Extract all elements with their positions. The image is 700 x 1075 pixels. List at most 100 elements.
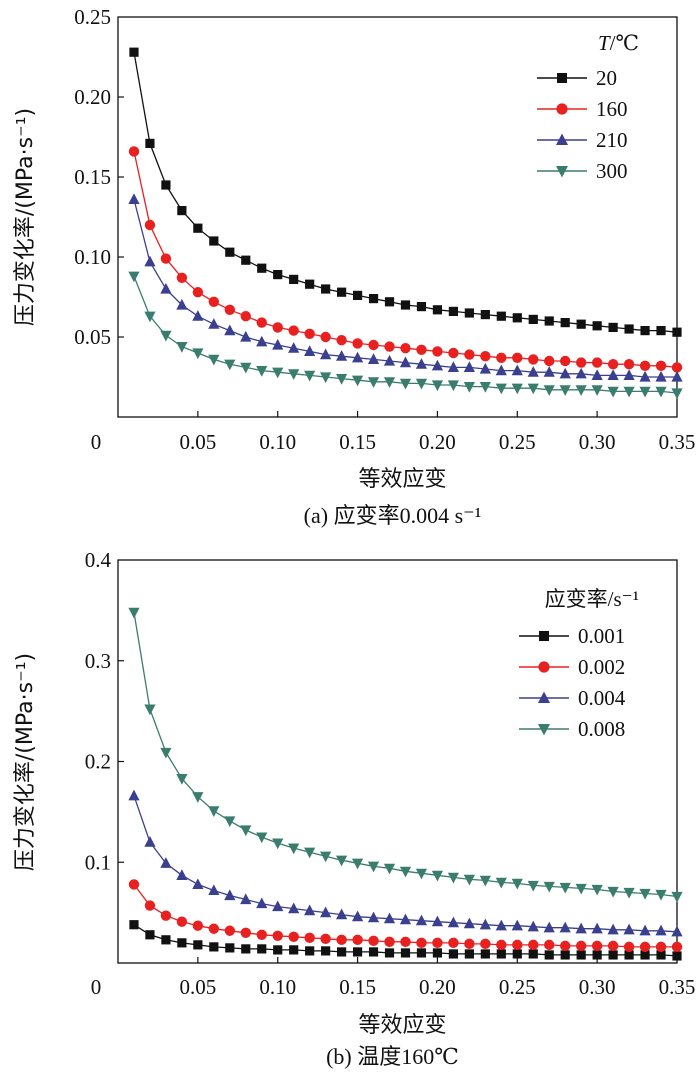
chart-a-legend-marker xyxy=(556,166,568,178)
chart-b-data-point xyxy=(176,869,188,880)
chart-b-data-point xyxy=(656,950,666,960)
chart-a-data-point xyxy=(256,317,267,328)
chart-b-data-point xyxy=(400,936,411,948)
chart-b-data-point xyxy=(256,832,268,844)
chart-a-data-point xyxy=(576,319,586,329)
chart-a-data-point xyxy=(623,386,635,398)
chart-a-data-point xyxy=(591,357,603,368)
chart-a-data-point xyxy=(368,294,379,304)
chart-a-legend-label: 300 xyxy=(596,159,628,183)
chart-a-data-point xyxy=(256,335,268,347)
chart-a-data-point xyxy=(607,359,619,370)
chart-b-data-point xyxy=(544,950,554,960)
chart-a-data-point xyxy=(144,219,156,231)
chart-b-data-point xyxy=(160,857,172,868)
chart-a-data-point xyxy=(400,300,411,310)
chart-a-data-point xyxy=(256,366,268,377)
chart-b-data-point xyxy=(607,940,619,952)
chart-b-data-point xyxy=(240,927,251,938)
chart-b-data-point xyxy=(639,941,651,953)
chart-a-data-point xyxy=(288,369,300,380)
chart-b-data-point xyxy=(639,888,651,900)
chart-a-data-point xyxy=(544,316,554,326)
chart-a-data-point xyxy=(560,318,570,328)
chart-a-data-point xyxy=(655,360,667,371)
chart-b-data-point xyxy=(559,921,571,933)
chart-a-data-point xyxy=(639,386,651,398)
chart-b-data-point xyxy=(368,947,379,957)
chart-b-data-point xyxy=(623,923,635,935)
chart-b-data-point xyxy=(336,934,347,946)
chart-b-data-point xyxy=(384,936,395,948)
chart-b-data-point xyxy=(640,950,650,960)
chart-b-data-point xyxy=(416,948,427,958)
chart-b-data-point xyxy=(384,948,395,958)
chart-b-data-point xyxy=(304,847,316,859)
chart-b-plot-frame xyxy=(117,559,678,964)
chart-a-data-point xyxy=(431,359,444,371)
chart-a-data-point xyxy=(415,358,428,369)
chart-a-data-point xyxy=(448,347,459,359)
chart-b-data-point xyxy=(144,704,156,716)
chart-b-y-tick-label: 0.3 xyxy=(85,649,111,673)
chart-a-data-point xyxy=(192,348,204,360)
chart-a-data-point xyxy=(337,287,347,297)
chart-a-data-point xyxy=(543,385,555,396)
chart-b-y-tick-label: 0.1 xyxy=(85,850,111,874)
chart-b-data-point xyxy=(208,806,220,817)
chart-b-x-tick-label: 0.05 xyxy=(179,975,216,999)
chart-a-data-point xyxy=(639,360,651,371)
chart-a-data-point xyxy=(447,361,459,372)
chart-a-y-tick-label: 0.25 xyxy=(74,5,111,29)
chart-b-legend-label: 0.004 xyxy=(578,686,626,710)
chart-a-legend: T/℃ 20 160 210 300 xyxy=(537,31,639,183)
chart-a-data-point xyxy=(160,253,172,264)
chart-b-data-point xyxy=(463,874,475,886)
chart-a-data-point xyxy=(351,351,364,363)
chart-a-data-point xyxy=(289,274,299,284)
chart-b-data-point xyxy=(144,836,156,847)
chart-a-data-point xyxy=(145,138,155,148)
chart-a-data-point xyxy=(432,346,443,357)
chart-a-data-point xyxy=(193,223,203,233)
chart-a-x-tick-label: 0.35 xyxy=(659,430,696,454)
chart-a-x-tick-label: 0.25 xyxy=(499,430,536,454)
chart-b-data-point xyxy=(448,949,458,959)
chart-a-data-point xyxy=(367,353,380,364)
chart-a-y-tick-label: 0.10 xyxy=(74,245,111,269)
chart-a-data-point xyxy=(656,326,666,336)
chart-b-data-point xyxy=(400,948,411,958)
chart-b-data-point xyxy=(479,918,491,930)
chart-b-data-point xyxy=(224,816,236,828)
chart-b-x-tick-label: 0.30 xyxy=(579,975,616,999)
chart-b-data-point xyxy=(655,924,667,936)
chart-a-data-point xyxy=(400,343,411,354)
chart-b-data-point xyxy=(192,920,204,931)
chart-b-x-tick-label: 0.35 xyxy=(659,975,696,999)
chart-a-legend-marker xyxy=(556,103,568,115)
chart-b-data-point xyxy=(240,825,252,837)
chart-a-legend-marker xyxy=(557,73,567,83)
chart-b-data-point xyxy=(527,920,539,932)
chart-b-data-point xyxy=(144,900,156,911)
chart-b-data-point xyxy=(432,948,443,958)
chart-a-data-point xyxy=(607,386,619,398)
chart-a-data-point xyxy=(496,311,506,321)
chart-b-data-point xyxy=(495,919,507,931)
chart-a-data-point xyxy=(624,324,634,334)
chart-a-x-tick-label: 0.15 xyxy=(339,430,376,454)
chart-a-legend-label: 20 xyxy=(596,66,617,90)
chart-b-data-point xyxy=(192,878,204,890)
chart-b-data-point xyxy=(320,851,332,863)
chart-a-data-point xyxy=(177,206,187,216)
chart-a-data-point xyxy=(671,388,683,400)
chart-a-data-point xyxy=(591,385,603,396)
chart-a-data-point xyxy=(560,355,571,367)
chart-a-data-point xyxy=(257,263,267,273)
chart-a-data-point xyxy=(447,380,459,392)
chart-a-data-point xyxy=(431,380,444,392)
chart-b-series-0.004 xyxy=(128,789,683,937)
chart-b-data-point xyxy=(544,939,555,951)
chart-a-data-point xyxy=(384,297,395,307)
chart-b-data-point xyxy=(351,858,364,870)
